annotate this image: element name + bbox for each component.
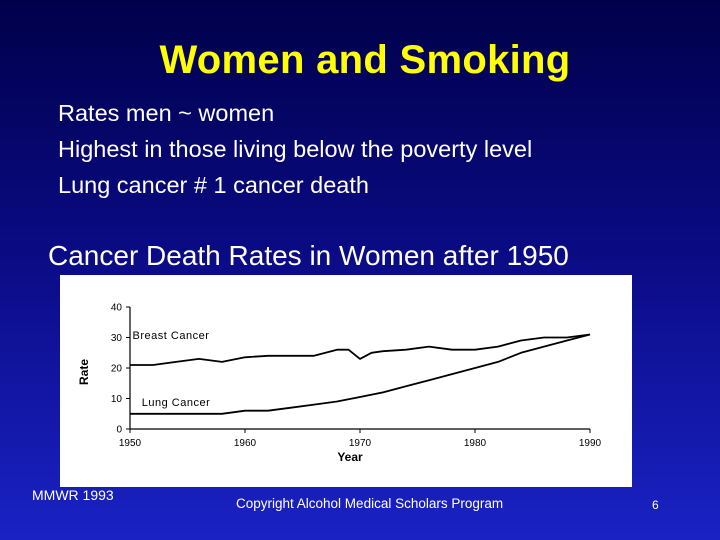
x-axis-title: Year (337, 450, 363, 464)
series-line-breast-cancer (130, 333, 591, 366)
bullet-item: Lung cancer # 1 cancer death (58, 172, 369, 198)
x-tick-label: 1980 (464, 438, 487, 449)
y-tick-label: 10 (111, 394, 123, 405)
bullet-item: Highest in those living below the povert… (58, 136, 533, 162)
source-citation: MMWR 1993 (32, 487, 114, 503)
series-label-breast-cancer: Breast Cancer (133, 330, 210, 342)
x-tick-label: 1990 (579, 438, 602, 449)
x-tick-label: 1950 (119, 438, 142, 449)
copyright-footer: Copyright Alcohol Medical Scholars Progr… (236, 496, 504, 511)
slide-title: Women and Smoking (159, 38, 571, 82)
chart-panel: 0 10 20 30 40 1950 1960 1970 1980 1990 Year Rate Bre… (60, 275, 632, 487)
y-tick-label: 20 (111, 364, 123, 375)
chart-heading: Cancer Death Rates in Women after 1950 (48, 240, 569, 271)
bullet-list: Rates men ~ women Highest in those livin… (58, 95, 532, 203)
series-label-lung-cancer: Lung Cancer (142, 397, 211, 409)
y-tick-label: 30 (111, 333, 123, 344)
y-axis-title: Rate (77, 359, 91, 385)
page-number: 6 (652, 498, 659, 512)
x-tick-label: 1970 (349, 438, 372, 449)
y-tick-label: 0 (116, 425, 122, 436)
y-tick-label: 40 (111, 303, 123, 314)
line-chart: 0 10 20 30 40 1950 1960 1970 1980 1990 Year Rate Bre… (77, 303, 602, 465)
series-line-lung-cancer (130, 333, 591, 415)
bullet-item: Rates men ~ women (58, 100, 275, 126)
x-tick-label: 1960 (234, 438, 257, 449)
